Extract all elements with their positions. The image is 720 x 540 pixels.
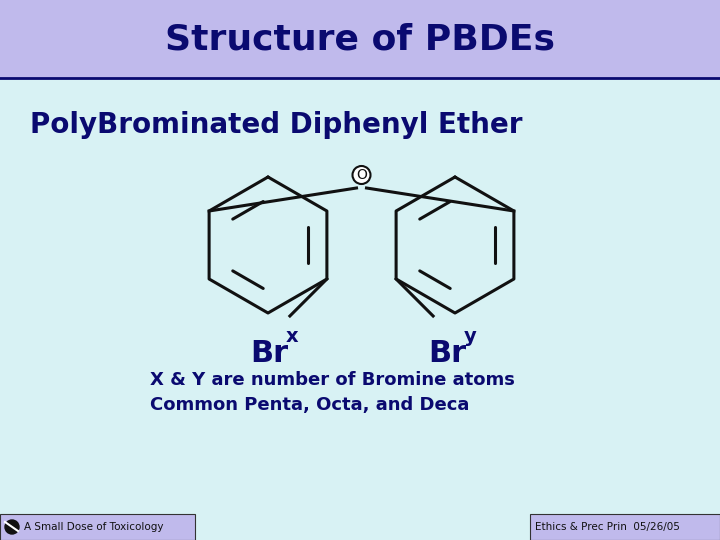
Text: PolyBrominated Diphenyl Ether: PolyBrominated Diphenyl Ether [30,111,523,139]
Bar [530,514,720,540]
Text: Br: Br [428,339,467,368]
Text: O: O [356,168,367,182]
Text: Br: Br [250,339,288,368]
Text: A Small Dose of Toxicology: A Small Dose of Toxicology [24,522,163,532]
Bar [0,514,195,540]
Text: X & Y are number of Bromine atoms: X & Y are number of Bromine atoms [150,371,515,389]
Text: x: x [286,327,299,346]
Text: Ethics & Prec Prin  05/26/05: Ethics & Prec Prin 05/26/05 [535,522,680,532]
Text: Common Penta, Octa, and Deca: Common Penta, Octa, and Deca [150,396,469,414]
Text: y: y [464,327,477,346]
Text: Structure of PBDEs: Structure of PBDEs [165,22,555,56]
Circle shape [353,166,371,184]
Circle shape [5,520,19,534]
Bar [0,0,720,78]
